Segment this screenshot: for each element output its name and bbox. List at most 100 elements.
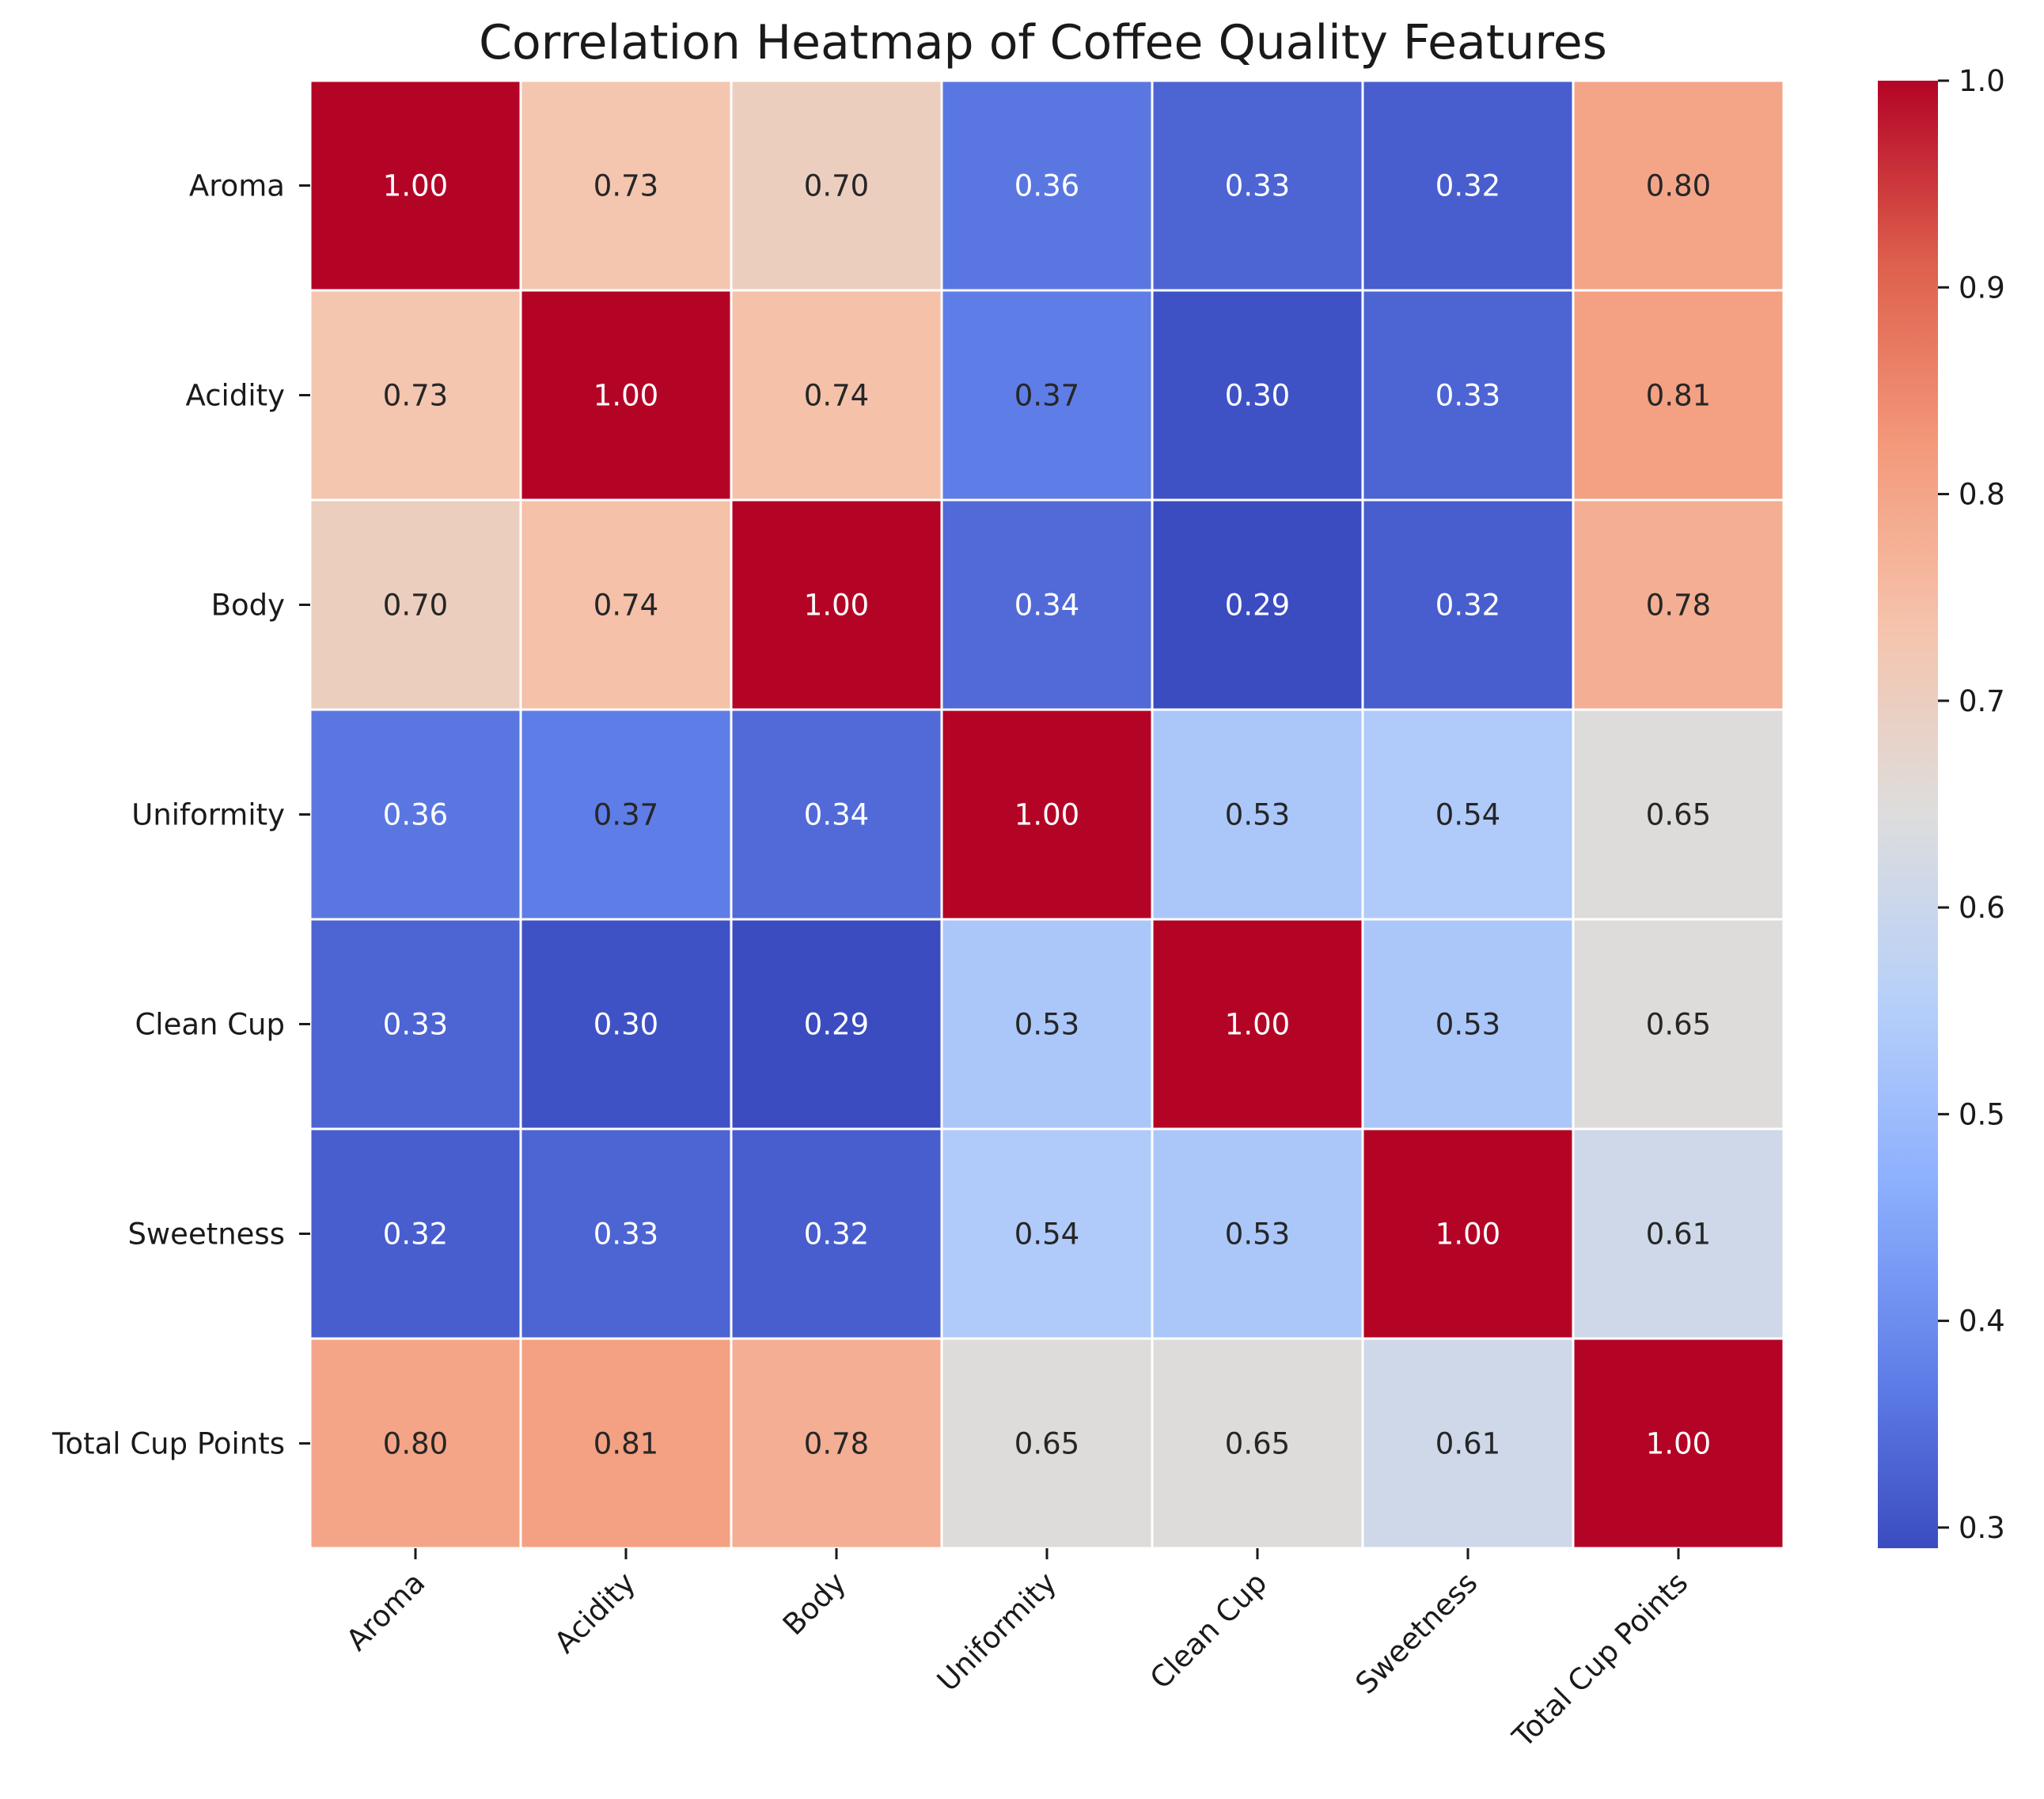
cell-value-label: 0.65 xyxy=(1646,1008,1711,1042)
heatmap-cell-body-total-cup-points xyxy=(1572,498,1785,711)
cell-value-label: 0.81 xyxy=(1646,379,1711,413)
cell-value-label: 0.33 xyxy=(383,1008,448,1042)
cell-value-label: 0.30 xyxy=(593,1008,658,1042)
row-tick-labels: Aroma Acidity Body Uniformity Clean Cup Sweet… xyxy=(51,169,310,1461)
cell-value-label: 0.74 xyxy=(804,379,869,413)
cell-value-label: 0.81 xyxy=(593,1427,658,1461)
colorbar-tick-label: 0.4 xyxy=(1959,1305,2005,1339)
heatmap-cell-body-sweetness xyxy=(1361,498,1575,711)
heatmap-cell-sweetness-clean-cup xyxy=(1151,1127,1364,1340)
cell-value-label: 0.65 xyxy=(1014,1427,1079,1461)
cell-value-label: 0.54 xyxy=(1014,1218,1079,1252)
colorbar-tick-label: 0.9 xyxy=(1959,271,2005,305)
heatmap-cell-aroma-uniformity xyxy=(940,79,1154,292)
column-label-total-cup-points: Total Cup Points xyxy=(1505,1566,1694,1755)
cell-value-label: 0.30 xyxy=(1225,379,1290,413)
row-label-aroma: Aroma xyxy=(189,169,285,203)
heatmap-cell-body-body xyxy=(730,498,943,711)
cell-value-label: 0.65 xyxy=(1225,1427,1290,1461)
heatmap-cell-clean-cup-aroma xyxy=(309,918,522,1131)
cell-value-label: 0.34 xyxy=(1014,589,1079,623)
cell-value-label: 0.70 xyxy=(383,589,448,623)
heatmap-cell-uniformity-aroma xyxy=(309,708,522,921)
cell-value-label: 0.61 xyxy=(1435,1427,1500,1461)
heatmap-cell-total-cup-points-aroma xyxy=(309,1337,522,1550)
heatmap-cells: 1.00 0.73 0.70 0.36 0.33 0.32 0.80 0.73 1.00 0.74… xyxy=(309,79,1785,1550)
cell-value-label: 0.73 xyxy=(593,169,658,203)
cell-value-label: 1.00 xyxy=(593,379,658,413)
cell-value-label: 0.53 xyxy=(1225,1218,1290,1252)
cell-value-label: 0.53 xyxy=(1225,798,1290,832)
heatmap-cell-total-cup-points-total-cup-points xyxy=(1572,1337,1785,1550)
heatmap-cell-uniformity-uniformity xyxy=(940,708,1154,921)
cell-value-label: 0.78 xyxy=(804,1427,869,1461)
cell-value-label: 0.29 xyxy=(1225,589,1290,623)
colorbar-tick-label: 0.7 xyxy=(1959,684,2005,718)
cell-value-label: 0.37 xyxy=(593,798,658,832)
row-label-uniformity: Uniformity xyxy=(131,798,285,832)
cell-value-label: 1.00 xyxy=(1435,1218,1500,1252)
heatmap-cell-total-cup-points-uniformity xyxy=(940,1337,1154,1550)
heatmap-cell-total-cup-points-body xyxy=(730,1337,943,1550)
heatmap-cell-aroma-clean-cup xyxy=(1151,79,1364,292)
row-label-total-cup-points: Total Cup Points xyxy=(51,1427,285,1461)
heatmap-cell-body-aroma xyxy=(309,498,522,711)
cell-value-label: 0.74 xyxy=(593,589,658,623)
column-label-clean-cup: Clean Cup xyxy=(1143,1566,1273,1695)
heatmap-cell-aroma-body xyxy=(730,79,943,292)
cell-value-label: 0.33 xyxy=(593,1218,658,1252)
column-tick-labels: Aroma Acidity Body Uniformity Clean Cup Sweet… xyxy=(339,1548,1694,1755)
heatmap-cell-sweetness-aroma xyxy=(309,1127,522,1340)
heatmap-cell-body-acidity xyxy=(519,498,733,711)
cell-value-label: 1.00 xyxy=(1014,798,1079,832)
heatmap-cell-uniformity-total-cup-points xyxy=(1572,708,1785,921)
cell-value-label: 1.00 xyxy=(383,169,448,203)
heatmap-cell-sweetness-uniformity xyxy=(940,1127,1154,1340)
heatmap-cell-acidity-body xyxy=(730,289,943,502)
heatmap-cell-total-cup-points-clean-cup xyxy=(1151,1337,1364,1550)
colorbar: 0.3 0.4 0.5 0.6 0.7 0.8 0.9 1.0 xyxy=(1878,64,2005,1548)
cell-value-label: 1.00 xyxy=(1646,1427,1711,1461)
column-label-acidity: Acidity xyxy=(548,1566,642,1660)
cell-value-label: 1.00 xyxy=(1225,1008,1290,1042)
colorbar-tick-label: 0.8 xyxy=(1959,478,2005,512)
cell-value-label: 0.70 xyxy=(804,169,869,203)
row-label-body: Body xyxy=(211,589,285,623)
heatmap-cell-total-cup-points-sweetness xyxy=(1361,1337,1575,1550)
chart-title: Correlation Heatmap of Coffee Quality Fe… xyxy=(479,15,1607,70)
row-label-acidity: Acidity xyxy=(186,379,285,413)
cell-value-label: 0.36 xyxy=(1014,169,1079,203)
column-label-aroma: Aroma xyxy=(339,1566,431,1657)
heatmap-cell-clean-cup-body xyxy=(730,918,943,1131)
colorbar-tick-label: 1.0 xyxy=(1959,64,2005,98)
cell-value-label: 0.53 xyxy=(1014,1008,1079,1042)
cell-value-label: 0.54 xyxy=(1435,798,1500,832)
colorbar-tick-label: 0.6 xyxy=(1959,891,2005,925)
heatmap-cell-acidity-clean-cup xyxy=(1151,289,1364,502)
cell-value-label: 0.33 xyxy=(1225,169,1290,203)
heatmap-cell-aroma-aroma xyxy=(309,79,522,292)
heatmap-cell-sweetness-acidity xyxy=(519,1127,733,1340)
cell-value-label: 0.53 xyxy=(1435,1008,1500,1042)
heatmap-cell-sweetness-body xyxy=(730,1127,943,1340)
cell-value-label: 0.33 xyxy=(1435,379,1500,413)
column-label-sweetness: Sweetness xyxy=(1349,1566,1485,1701)
column-label-body: Body xyxy=(776,1566,852,1642)
colorbar-gradient xyxy=(1878,81,1938,1548)
row-label-sweetness: Sweetness xyxy=(127,1218,285,1252)
cell-value-label: 0.37 xyxy=(1014,379,1079,413)
heatmap-cell-body-uniformity xyxy=(940,498,1154,711)
cell-value-label: 0.80 xyxy=(1646,169,1711,203)
cell-value-label: 0.36 xyxy=(383,798,448,832)
colorbar-tick-label: 0.3 xyxy=(1959,1511,2005,1545)
heatmap-cell-acidity-total-cup-points xyxy=(1572,289,1785,502)
column-label-uniformity: Uniformity xyxy=(931,1566,1063,1698)
cell-value-label: 0.32 xyxy=(383,1218,448,1252)
cell-value-label: 0.34 xyxy=(804,798,869,832)
cell-value-label: 0.65 xyxy=(1646,798,1711,832)
heatmap-cell-aroma-acidity xyxy=(519,79,733,292)
cell-value-label: 1.00 xyxy=(804,589,869,623)
colorbar-tick-label: 0.5 xyxy=(1959,1097,2005,1131)
